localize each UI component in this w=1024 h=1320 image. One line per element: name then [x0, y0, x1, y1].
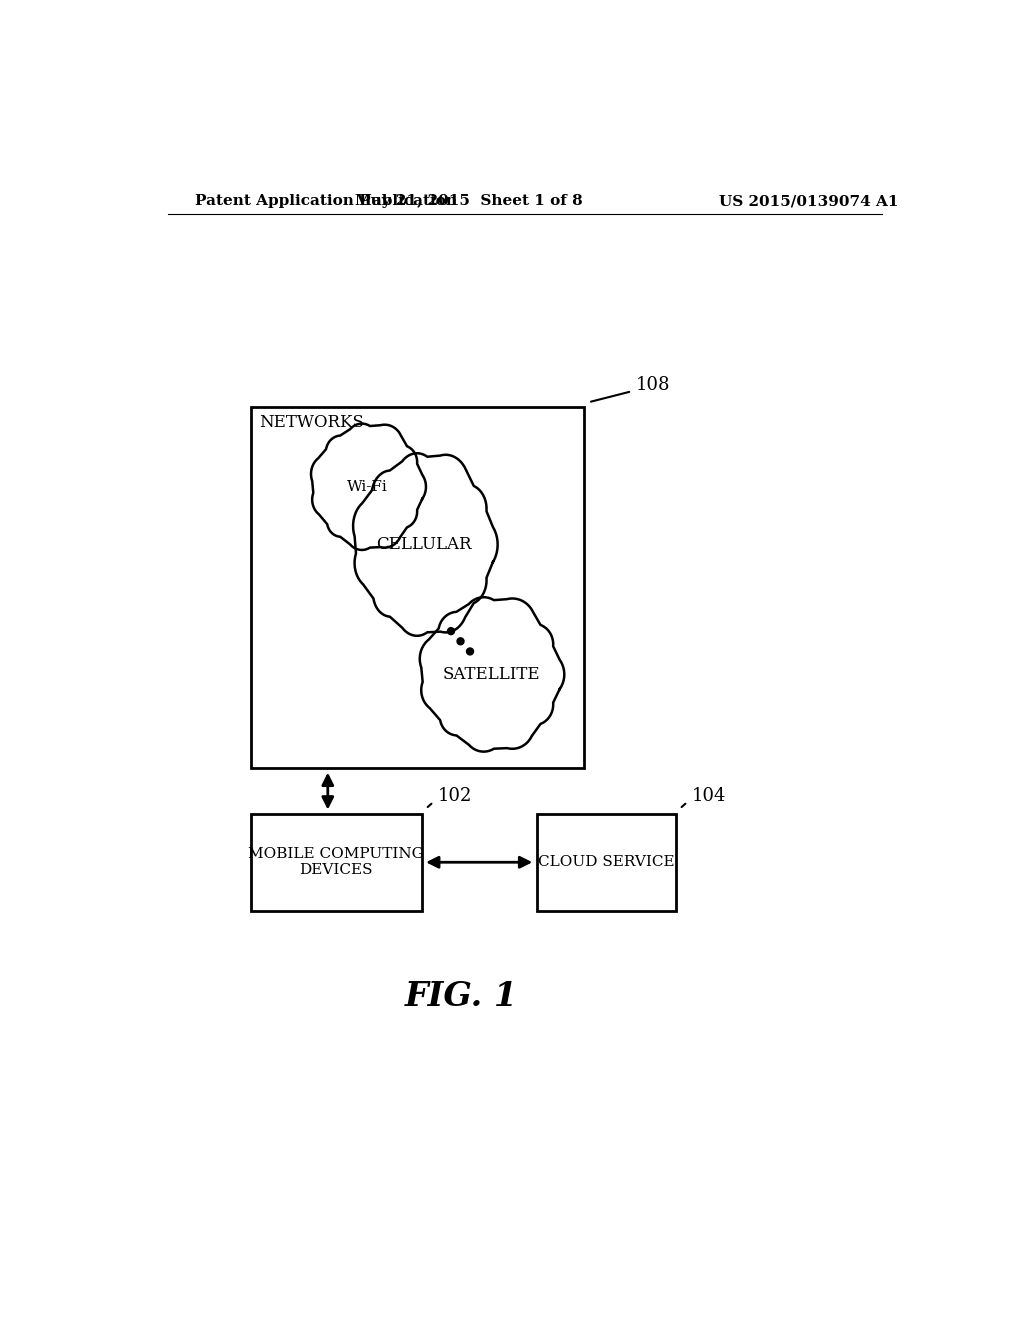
Circle shape: [467, 648, 473, 655]
Bar: [251, 814, 422, 911]
Text: 102: 102: [437, 787, 472, 805]
Text: MOBILE COMPUTING
DEVICES: MOBILE COMPUTING DEVICES: [249, 847, 424, 878]
Text: 108: 108: [636, 376, 671, 395]
Text: CLOUD SERVICE: CLOUD SERVICE: [538, 855, 675, 870]
Polygon shape: [311, 424, 426, 550]
Text: CELLULAR: CELLULAR: [377, 536, 472, 553]
Text: FIG. 1: FIG. 1: [404, 981, 518, 1014]
Text: Patent Application Publication: Patent Application Publication: [196, 194, 458, 209]
Polygon shape: [420, 597, 564, 751]
Bar: [251, 408, 585, 768]
Polygon shape: [353, 453, 498, 636]
Text: SATELLITE: SATELLITE: [442, 665, 540, 682]
Text: NETWORKS: NETWORKS: [259, 413, 364, 430]
Text: May 21, 2015  Sheet 1 of 8: May 21, 2015 Sheet 1 of 8: [355, 194, 583, 209]
Bar: [537, 814, 676, 911]
Circle shape: [447, 628, 455, 635]
Text: Wi-Fi: Wi-Fi: [347, 479, 388, 494]
Text: 104: 104: [691, 787, 726, 805]
Text: US 2015/0139074 A1: US 2015/0139074 A1: [719, 194, 899, 209]
Circle shape: [457, 638, 464, 644]
